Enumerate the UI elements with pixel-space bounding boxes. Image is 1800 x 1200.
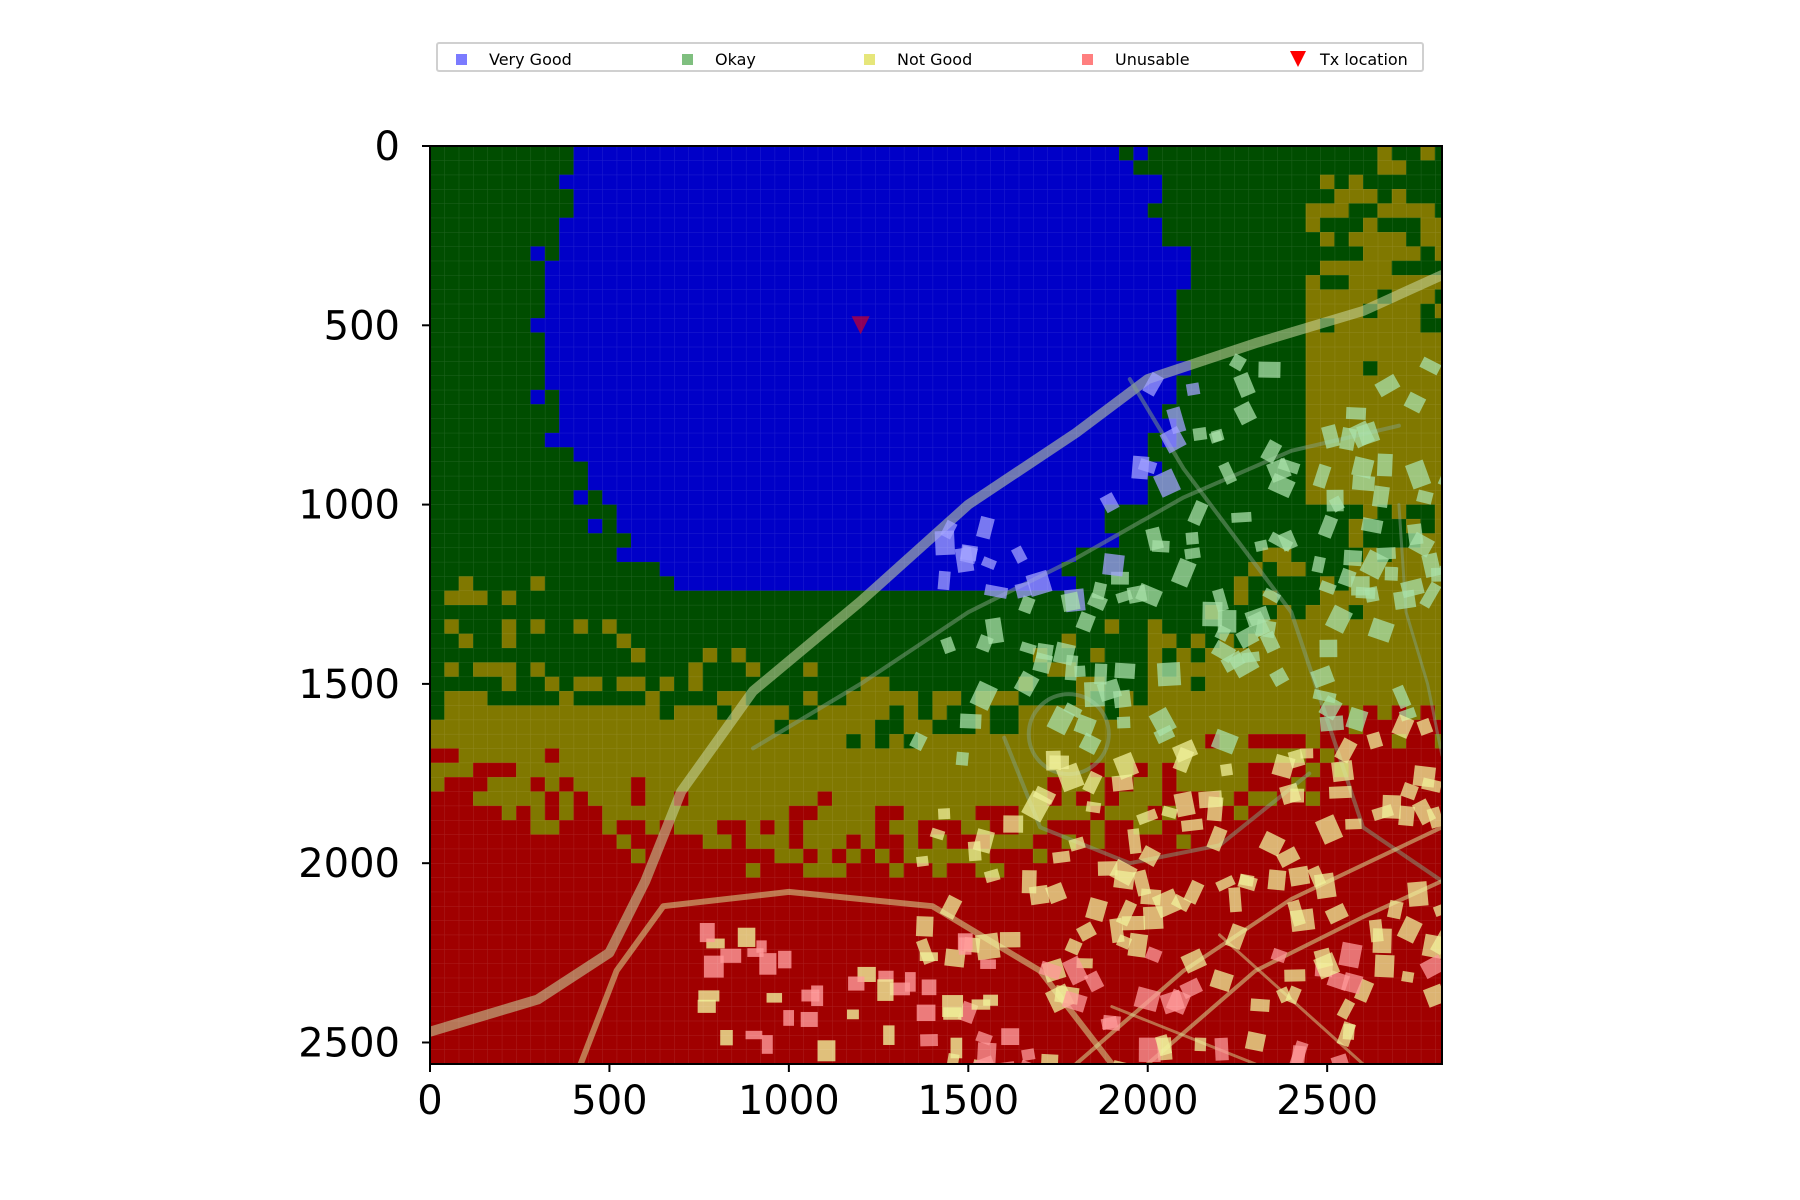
map-building (1439, 562, 1442, 591)
legend-item-okay: Okay (682, 49, 756, 69)
legend-label-okay: Okay (715, 49, 756, 69)
y-tick-label: 500 (324, 303, 400, 349)
y-tick-label: 0 (375, 124, 400, 170)
x-tick-label: 1500 (917, 1078, 1019, 1124)
x-tick-label: 500 (571, 1078, 647, 1124)
legend-swatch-okay (682, 53, 693, 65)
legend-item-very-good: Very Good (456, 49, 572, 69)
x-tick-label: 1000 (738, 1078, 840, 1124)
y-tick-label: 1500 (298, 662, 400, 708)
legend-item-unusable: Unusable (1082, 49, 1190, 69)
legend-swatch-unusable (1082, 53, 1093, 65)
legend-item-tx-location: Tx location (1290, 49, 1408, 69)
tx-location-marker (851, 316, 870, 335)
x-tick-label: 2000 (1097, 1078, 1199, 1124)
y-axis: 0 500 1000 1500 2000 2500 (298, 124, 430, 1066)
heatmap-plot-area (430, 146, 1442, 1064)
legend-swatch-very-good (456, 53, 467, 65)
y-tick-label: 2500 (298, 1020, 400, 1066)
legend-label-not-good: Not Good (897, 49, 973, 69)
legend-swatch-not-good (864, 53, 875, 65)
legend-marker-tx-location (1290, 51, 1306, 67)
legend-item-not-good: Not Good (864, 49, 973, 69)
y-tick-label: 2000 (298, 841, 400, 887)
x-tick-label: 0 (417, 1078, 442, 1124)
x-axis: 0 500 1000 1500 2000 2500 (417, 1064, 1378, 1124)
y-tick-label: 1000 (298, 483, 400, 529)
legend: Very Good Okay Not Good Unusable Tx loca… (436, 42, 1424, 72)
x-tick-label: 2500 (1276, 1078, 1378, 1124)
legend-label-very-good: Very Good (489, 49, 572, 69)
legend-label-unusable: Unusable (1115, 49, 1190, 69)
legend-label-tx-location: Tx location (1320, 49, 1408, 69)
plot-frame (429, 145, 1443, 1065)
